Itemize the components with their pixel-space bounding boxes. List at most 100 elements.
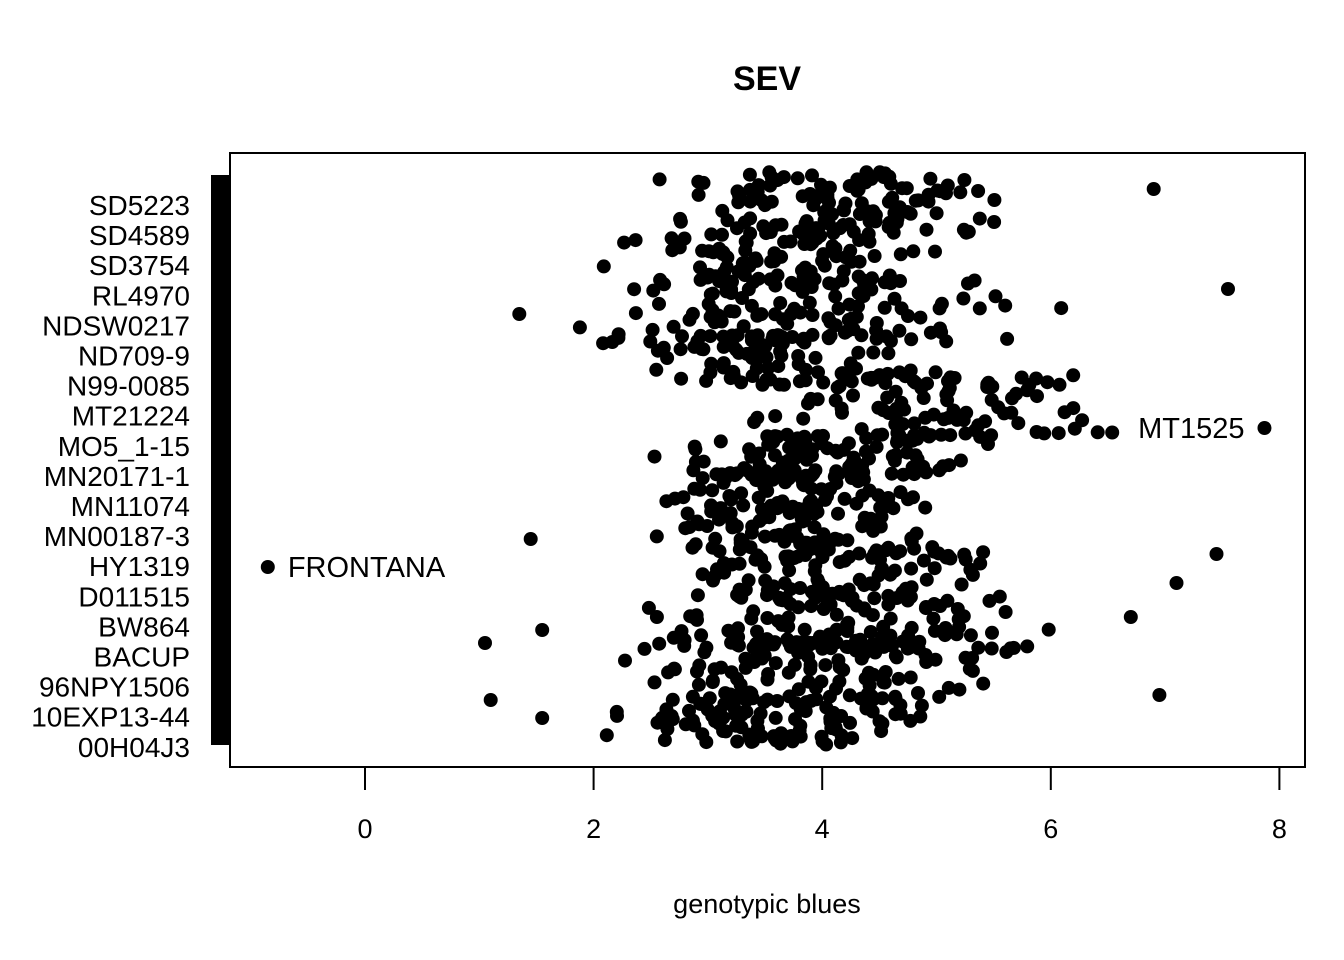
data-point xyxy=(835,405,849,420)
points xyxy=(260,165,1272,752)
data-point xyxy=(689,608,704,623)
y-labels: SD5223SD4589SD3754RL4970NDSW0217ND709-9N… xyxy=(31,190,190,763)
data-point xyxy=(687,439,702,454)
data-point xyxy=(703,365,718,380)
data-point xyxy=(963,628,978,643)
data-point xyxy=(900,205,915,219)
data-point xyxy=(701,244,716,259)
data-point xyxy=(888,648,903,663)
y-label: BACUP xyxy=(94,642,190,673)
data-point xyxy=(773,296,788,310)
y-label: MN11074 xyxy=(71,491,190,522)
data-point xyxy=(768,409,783,424)
data-point xyxy=(916,553,931,568)
data-point xyxy=(763,225,778,239)
data-point xyxy=(803,237,818,252)
y-label: SD4589 xyxy=(89,220,190,251)
data-point xyxy=(959,225,974,240)
data-point xyxy=(878,376,893,390)
data-point xyxy=(693,260,707,275)
data-point xyxy=(780,470,795,485)
data-point xyxy=(824,721,839,736)
data-point xyxy=(843,715,857,730)
data-point xyxy=(605,335,620,349)
data-point xyxy=(783,597,798,612)
data-point xyxy=(768,710,783,725)
data-point xyxy=(761,437,776,452)
data-point xyxy=(811,574,826,589)
data-point xyxy=(628,233,643,248)
data-point xyxy=(742,167,757,182)
data-point xyxy=(731,264,746,279)
data-point xyxy=(885,449,900,464)
data-point xyxy=(721,623,736,638)
data-point xyxy=(861,226,876,241)
data-point xyxy=(883,276,898,291)
data-point xyxy=(1040,375,1055,390)
highlight-point xyxy=(260,560,275,574)
data-point xyxy=(705,286,720,301)
data-point xyxy=(835,273,850,288)
data-point xyxy=(822,689,837,704)
data-point xyxy=(734,590,749,605)
data-point xyxy=(823,641,838,656)
data-point xyxy=(832,584,847,599)
data-point xyxy=(830,380,845,395)
data-point xyxy=(840,533,855,548)
data-point xyxy=(1066,401,1081,416)
y-label: SD3754 xyxy=(89,250,190,281)
x-tick-label: 0 xyxy=(357,814,372,844)
x-tick-label: 8 xyxy=(1272,814,1287,844)
data-point xyxy=(812,635,827,650)
data-point xyxy=(709,467,724,482)
data-point xyxy=(694,628,709,643)
data-point xyxy=(655,710,670,725)
data-point xyxy=(791,349,806,363)
data-point xyxy=(857,510,872,525)
y-label: BW864 xyxy=(98,611,190,642)
data-point xyxy=(686,463,701,478)
data-point xyxy=(795,514,810,529)
data-point xyxy=(904,561,919,576)
data-point xyxy=(821,330,836,344)
data-point xyxy=(877,300,892,315)
data-point xyxy=(682,520,697,535)
data-point xyxy=(656,340,671,355)
data-point xyxy=(1075,413,1090,428)
data-point xyxy=(914,698,929,713)
data-point xyxy=(918,500,933,515)
data-point xyxy=(767,254,782,269)
data-point xyxy=(837,553,852,568)
y-label: ND709-9 xyxy=(78,341,190,372)
x-tick-label: 4 xyxy=(815,814,830,844)
data-point xyxy=(736,498,751,513)
data-point xyxy=(907,416,922,431)
data-point xyxy=(768,656,783,671)
data-point xyxy=(928,244,942,259)
data-point xyxy=(746,275,761,290)
data-point xyxy=(512,307,527,321)
data-point xyxy=(659,494,674,509)
data-point xyxy=(885,190,900,205)
data-point xyxy=(685,540,700,555)
data-point xyxy=(665,243,680,258)
data-point xyxy=(851,345,866,360)
data-point xyxy=(809,692,824,707)
data-point xyxy=(972,301,987,316)
data-point xyxy=(815,550,830,565)
data-point xyxy=(953,185,968,200)
data-point xyxy=(610,708,624,723)
y-label: MO5_1-15 xyxy=(58,431,190,462)
data-point xyxy=(998,605,1013,619)
data-point xyxy=(826,226,841,241)
data-point xyxy=(859,444,873,459)
data-point xyxy=(795,333,810,348)
data-point xyxy=(971,184,986,198)
data-point xyxy=(728,468,742,483)
data-point xyxy=(754,193,769,208)
data-point xyxy=(724,635,739,650)
data-point xyxy=(1209,547,1224,561)
data-point xyxy=(893,247,908,262)
data-point xyxy=(628,306,643,321)
x-tick-label: 6 xyxy=(1043,814,1058,844)
